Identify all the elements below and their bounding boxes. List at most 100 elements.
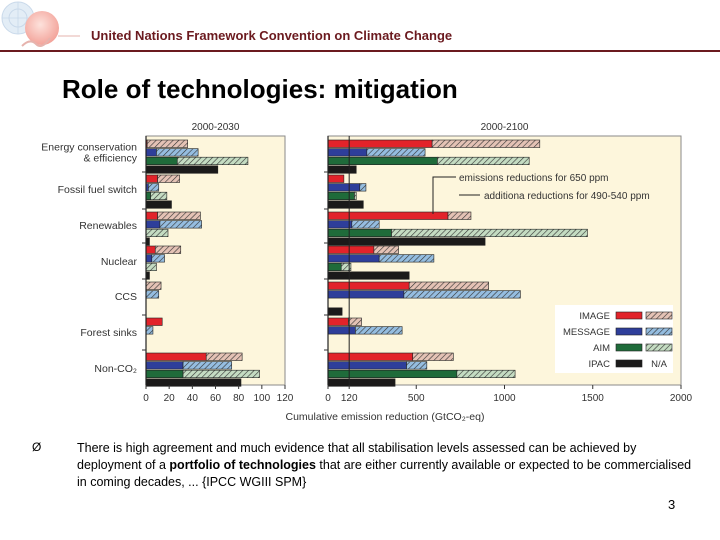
legend-swatch-solid	[615, 327, 643, 336]
bar-ipac-solid	[327, 165, 357, 174]
bar-image-solid	[145, 211, 158, 220]
x-tick-label: 20	[164, 393, 176, 404]
bar-message-hatch	[378, 254, 435, 263]
bar-image-solid	[327, 245, 375, 254]
bar-ipac-solid	[327, 307, 343, 316]
bar-message-hatch	[406, 361, 428, 370]
x-tick-label: 0	[325, 393, 331, 404]
bar-image-hatch	[145, 281, 162, 290]
bar-aim-hatch	[145, 228, 169, 237]
bar-image-hatch	[157, 174, 180, 183]
x-tick-label: 40	[187, 393, 199, 404]
arrowhead-bullet-icon: Ø	[32, 440, 42, 454]
category-label: Fossil fuel switch	[58, 184, 138, 196]
bar-message-hatch	[351, 220, 380, 229]
bar-aim-hatch	[456, 369, 516, 378]
category-label: & efficiency	[84, 153, 138, 165]
bar-aim-solid	[327, 156, 438, 166]
bar-message-solid	[327, 220, 353, 229]
bar-image-solid	[327, 174, 345, 183]
bar-aim-hatch	[182, 369, 260, 378]
bar-image-hatch	[205, 352, 243, 361]
header-divider	[0, 50, 720, 52]
bar-ipac-solid	[145, 200, 172, 209]
category-label: Renewables	[79, 220, 137, 232]
plot-panel-0	[145, 135, 286, 386]
bar-aim-solid	[145, 191, 151, 200]
x-tick-label: 60	[210, 393, 222, 404]
bar-ipac-solid	[327, 271, 410, 280]
panel-title: 2000-2030	[192, 122, 240, 133]
bar-aim-hatch	[340, 262, 352, 271]
legend-na-label: N/A	[651, 359, 668, 370]
bullet-text-part: There is high agreement and much evidenc…	[77, 441, 637, 472]
bar-aim-hatch	[354, 191, 357, 200]
category-label: CCS	[115, 291, 137, 303]
bar-image-solid	[327, 211, 449, 220]
bar-message-solid	[145, 220, 161, 229]
annotation-leader	[432, 176, 456, 214]
category-label: Forest sinks	[80, 327, 137, 339]
bar-message-hatch	[148, 183, 160, 192]
bar-aim-hatch	[391, 228, 588, 237]
x-tick-label: 0	[143, 393, 149, 404]
bar-message-hatch	[359, 183, 367, 192]
bar-aim-hatch	[145, 262, 157, 271]
x-axis-label: Cumulative emission reduction (GtCO₂-eq)	[286, 411, 485, 423]
bullet-text: There is high agreement and much evidenc…	[77, 440, 692, 491]
bar-aim-hatch	[150, 191, 168, 200]
bar-message-hatch	[366, 148, 426, 157]
bar-image-hatch	[447, 211, 472, 220]
x-tick-label: 1500	[582, 393, 605, 404]
bar-message-solid	[145, 361, 184, 370]
x-tick-label: 1000	[493, 393, 516, 404]
bar-image-hatch	[408, 281, 489, 290]
legend-swatch-solid	[615, 311, 643, 320]
bar-message-solid	[327, 148, 368, 157]
bar-aim-solid	[327, 191, 355, 200]
annotation-490-540ppm: additiona reductions for 490-540 ppm	[484, 191, 650, 202]
bar-image-solid	[327, 139, 433, 148]
legend-label: MESSAGE	[563, 327, 610, 338]
bar-aim-solid	[327, 369, 458, 378]
bar-aim-hatch	[437, 156, 530, 166]
bar-message-hatch	[182, 361, 233, 370]
bar-message-hatch	[145, 290, 160, 299]
bar-message-solid	[327, 183, 361, 192]
category-label: Non-CO₂	[94, 363, 137, 375]
annotation-650ppm: emissions reductions for 650 ppm	[459, 173, 609, 184]
bar-image-hatch	[373, 245, 399, 254]
bar-aim-solid	[145, 156, 178, 166]
un-climate-logo-icon	[1, 1, 80, 47]
x-tick-label: 500	[408, 393, 425, 404]
mitigation-chart: 2000-2030 0 20 40 60 80 100 120 2000-2100 0 120 500…	[41, 122, 693, 423]
bar-message-hatch	[403, 290, 521, 299]
legend-swatch-solid	[615, 359, 643, 368]
bar-image-hatch	[154, 245, 182, 254]
bar-message-hatch	[151, 254, 165, 263]
bullet-text-bold: portfolio of technologies	[169, 458, 316, 472]
x-tick-label: 120	[277, 393, 294, 404]
x-tick-label: 2000	[670, 393, 693, 404]
bar-message-hatch	[355, 326, 403, 335]
panel-title: 2000-2100	[481, 122, 529, 133]
bar-message-solid	[145, 254, 153, 263]
bar-image-solid	[145, 352, 207, 361]
legend-label: AIM	[593, 343, 610, 354]
bar-ipac-solid	[145, 378, 242, 387]
bar-message-solid	[327, 361, 407, 370]
legend-label: IMAGE	[579, 311, 610, 322]
bar-image-hatch	[347, 317, 362, 326]
bar-message-hatch	[159, 220, 202, 229]
bar-image-solid	[327, 317, 349, 326]
bar-message-solid	[327, 254, 380, 263]
category-label: Energy conservation	[41, 142, 137, 154]
header-org-name: United Nations Framework Convention on C…	[91, 28, 453, 43]
x-tick-label: 120	[341, 393, 358, 404]
slide-title: Role of technologies: mitigation	[62, 74, 458, 104]
legend-swatch-hatch	[645, 311, 673, 320]
legend-swatch-hatch	[645, 343, 673, 352]
bar-image-solid	[327, 352, 414, 361]
bar-aim-solid	[327, 262, 342, 271]
bar-aim-solid	[145, 369, 184, 378]
